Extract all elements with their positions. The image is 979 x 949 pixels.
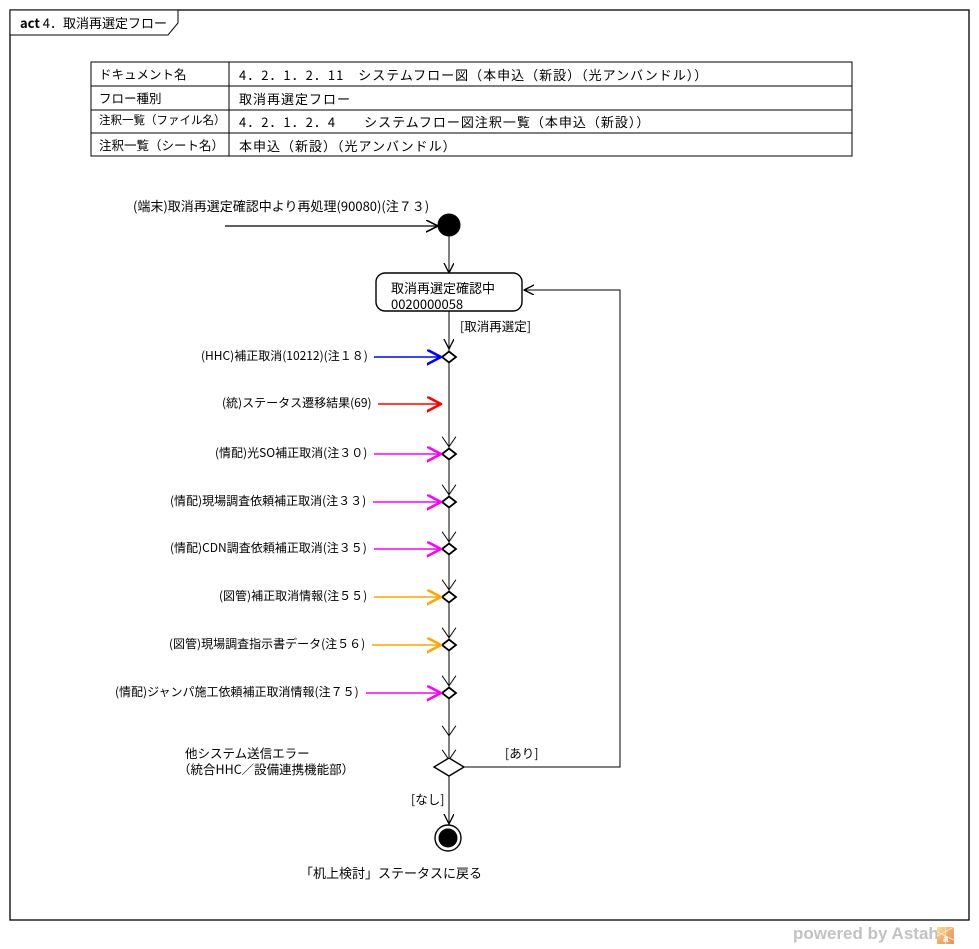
svg-text:a: a (943, 934, 949, 944)
